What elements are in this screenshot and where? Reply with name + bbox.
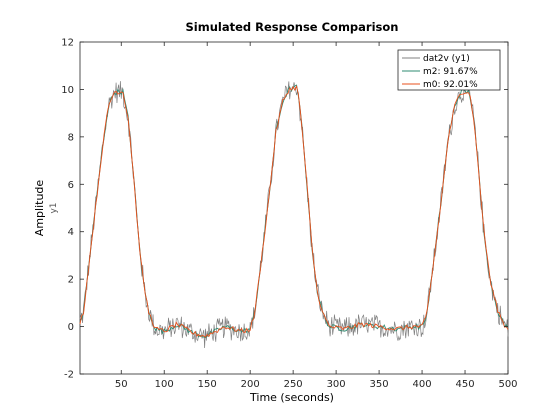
- y-tick-label: 2: [68, 275, 74, 286]
- y-axis-channel-label: y1: [49, 202, 59, 213]
- y-tick-label: 4: [68, 227, 74, 238]
- legend-label-dat2v: dat2v (y1): [423, 54, 470, 64]
- y-tick-label: 10: [61, 85, 74, 96]
- x-tick-label: 350: [370, 379, 389, 390]
- plot-area: [79, 41, 509, 375]
- x-tick-label: 300: [327, 379, 346, 390]
- y-tick-label: 12: [61, 38, 74, 49]
- legend[interactable]: dat2v (y1) m2: 91.67% m0: 92.01%: [397, 49, 501, 91]
- y-tick-label: 0: [68, 322, 74, 333]
- x-tick-label: 200: [241, 379, 260, 390]
- tick-layer: 50 100 150 200 250 300 350 400 450 500 -2 0 2 4 6 8 10 12: [61, 38, 517, 391]
- x-tick-label: 150: [198, 379, 217, 390]
- legend-label-m0: m0: 92.01%: [423, 80, 478, 90]
- x-tick-label: 500: [498, 379, 517, 390]
- x-axis-label: Time (seconds): [249, 391, 334, 404]
- y-tick-label: 6: [68, 180, 74, 191]
- legend-label-m2: m2: 91.67%: [423, 67, 478, 77]
- series-layer: [79, 79, 509, 348]
- x-tick-label: 450: [455, 379, 474, 390]
- y-tick-label: -2: [64, 370, 74, 381]
- y-axis-label: Amplitude: [33, 180, 46, 237]
- x-tick-label: 50: [115, 379, 128, 390]
- x-tick-label: 100: [155, 379, 174, 390]
- x-tick-label: 250: [284, 379, 303, 390]
- x-tick-label: 400: [413, 379, 432, 390]
- chart-title: Simulated Response Comparison: [186, 20, 399, 34]
- series-m0-line: [79, 84, 509, 338]
- legend-box: [397, 49, 501, 91]
- y-tick-label: 8: [68, 132, 74, 143]
